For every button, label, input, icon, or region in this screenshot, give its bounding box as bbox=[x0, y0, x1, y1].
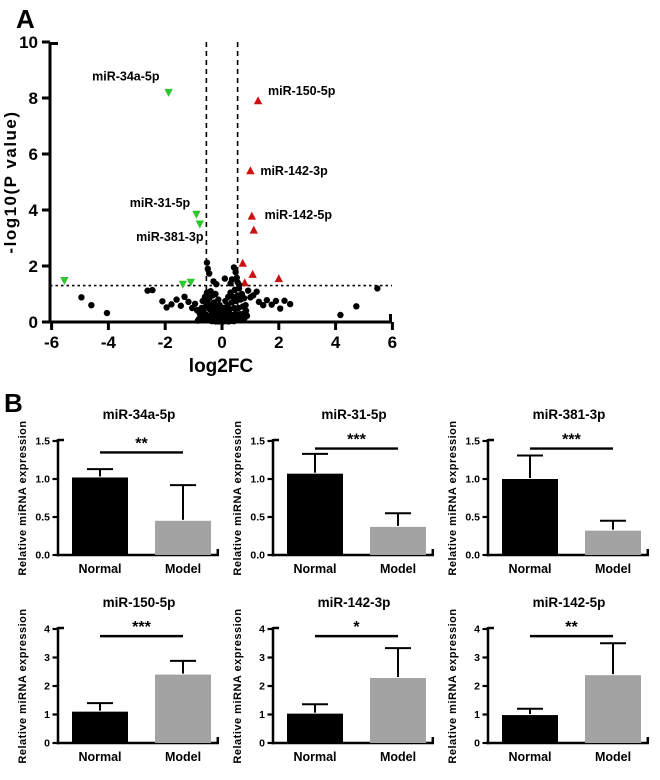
svg-text:2: 2 bbox=[44, 681, 50, 693]
panel-b-label: B bbox=[4, 388, 23, 418]
svg-text:-6: -6 bbox=[44, 333, 59, 352]
svg-text:8: 8 bbox=[29, 89, 38, 108]
svg-text:1.5: 1.5 bbox=[35, 436, 50, 448]
svg-text:Model: Model bbox=[165, 562, 201, 576]
svg-text:Normal: Normal bbox=[508, 562, 551, 576]
svg-text:Normal: Normal bbox=[508, 750, 551, 764]
svg-text:4: 4 bbox=[331, 333, 341, 352]
svg-text:0.5: 0.5 bbox=[35, 512, 50, 524]
svg-text:Relative miRNA expression: Relative miRNA expression bbox=[447, 608, 459, 763]
svg-text:Model: Model bbox=[165, 750, 201, 764]
svg-text:-log10(P value): -log10(P value) bbox=[1, 110, 20, 253]
svg-text:miR-34a-5p: miR-34a-5p bbox=[103, 407, 176, 422]
svg-text:miR-142-5p: miR-142-5p bbox=[265, 208, 333, 222]
svg-text:Relative miRNA expression: Relative miRNA expression bbox=[232, 420, 244, 575]
svg-text:1: 1 bbox=[259, 709, 265, 721]
svg-text:Normal: Normal bbox=[78, 750, 121, 764]
svg-text:3: 3 bbox=[44, 652, 50, 664]
bar-chart-mir-150-5p: miR-150-5p 0 1 2 3 4 Relative miRNA expression… bbox=[17, 595, 220, 764]
svg-text:Model: Model bbox=[380, 562, 416, 576]
svg-text:Normal: Normal bbox=[293, 750, 336, 764]
svg-text:1.0: 1.0 bbox=[35, 474, 50, 486]
svg-text:1.0: 1.0 bbox=[250, 474, 265, 486]
svg-text:3: 3 bbox=[259, 652, 265, 664]
bar-chart-mir-381-3p: miR-381-3p 0.0 0.5 1.0 1.5 Relative miRNA exp… bbox=[447, 407, 650, 576]
svg-text:2: 2 bbox=[29, 257, 38, 276]
svg-text:miR-34a-5p: miR-34a-5p bbox=[92, 70, 160, 84]
panel-a-label: A bbox=[16, 4, 35, 34]
svg-text:4: 4 bbox=[259, 624, 265, 636]
svg-text:2: 2 bbox=[274, 333, 283, 352]
svg-text:0.0: 0.0 bbox=[465, 550, 480, 562]
svg-text:1.5: 1.5 bbox=[465, 436, 480, 448]
svg-text:*: * bbox=[353, 619, 360, 636]
svg-text:0.0: 0.0 bbox=[250, 550, 265, 562]
svg-text:0: 0 bbox=[29, 313, 38, 332]
svg-text:0.0: 0.0 bbox=[35, 550, 50, 562]
svg-text:10: 10 bbox=[19, 33, 38, 52]
bar-chart-mir-31-5p: miR-31-5p 0.0 0.5 1.0 1.5 Relative miRNA expr… bbox=[232, 407, 435, 576]
svg-text:0: 0 bbox=[217, 333, 226, 352]
svg-text:1.0: 1.0 bbox=[465, 474, 480, 486]
svg-text:0.5: 0.5 bbox=[465, 512, 480, 524]
svg-text:0: 0 bbox=[474, 738, 480, 750]
svg-text:Model: Model bbox=[595, 750, 631, 764]
svg-text:6: 6 bbox=[388, 333, 397, 352]
svg-text:Relative miRNA expression: Relative miRNA expression bbox=[232, 608, 244, 763]
bar-chart-mir-142-5p: miR-142-5p 0 1 2 3 4 Relative miRNA expression… bbox=[447, 595, 650, 764]
svg-text:Relative miRNA expression: Relative miRNA expression bbox=[447, 420, 459, 575]
svg-text:***: *** bbox=[132, 619, 151, 636]
svg-text:miR-142-3p: miR-142-3p bbox=[318, 595, 391, 610]
svg-text:log2FC: log2FC bbox=[189, 356, 254, 377]
bar-chart-grid: miR-34a-5p 0.0 0.5 1.0 1.5 Relative miRNA exp… bbox=[14, 403, 659, 779]
svg-text:miR-150-5p: miR-150-5p bbox=[268, 84, 336, 98]
svg-text:Normal: Normal bbox=[78, 562, 121, 576]
svg-text:4: 4 bbox=[29, 201, 39, 220]
svg-text:6: 6 bbox=[29, 145, 38, 164]
svg-text:-4: -4 bbox=[101, 333, 117, 352]
svg-text:**: ** bbox=[565, 619, 578, 636]
svg-text:1: 1 bbox=[474, 709, 480, 721]
svg-text:miR-31-5p: miR-31-5p bbox=[130, 196, 191, 210]
svg-text:1.5: 1.5 bbox=[250, 436, 265, 448]
svg-text:Relative miRNA expression: Relative miRNA expression bbox=[17, 420, 29, 575]
svg-text:***: *** bbox=[347, 432, 366, 449]
svg-text:miR-150-5p: miR-150-5p bbox=[103, 595, 176, 610]
svg-text:miR-381-3p: miR-381-3p bbox=[136, 230, 204, 244]
svg-text:Relative miRNA expression: Relative miRNA expression bbox=[17, 608, 29, 763]
svg-text:miR-31-5p: miR-31-5p bbox=[321, 407, 386, 422]
bar-chart-mir-142-3p: miR-142-3p 0 1 2 3 4 Relative miRNA expression… bbox=[232, 595, 435, 764]
svg-text:miR-381-3p: miR-381-3p bbox=[533, 407, 606, 422]
svg-text:2: 2 bbox=[474, 681, 480, 693]
volcano-plot: -6 -4 -2 0 2 4 6 0 2 4 6 8 10 log2FC -log10(P value) mi… bbox=[1, 33, 397, 377]
svg-text:2: 2 bbox=[259, 681, 265, 693]
svg-text:***: *** bbox=[562, 432, 581, 449]
svg-text:4: 4 bbox=[44, 624, 50, 636]
svg-text:miR-142-5p: miR-142-5p bbox=[533, 595, 606, 610]
svg-text:3: 3 bbox=[474, 652, 480, 664]
bar-chart-mir-34a-5p: miR-34a-5p 0.0 0.5 1.0 1.5 Relative miRNA exp… bbox=[17, 407, 220, 576]
svg-text:4: 4 bbox=[474, 624, 480, 636]
svg-text:**: ** bbox=[135, 435, 148, 452]
svg-text:Normal: Normal bbox=[293, 562, 336, 576]
svg-text:0: 0 bbox=[259, 738, 265, 750]
svg-text:Model: Model bbox=[595, 562, 631, 576]
svg-text:0.5: 0.5 bbox=[250, 512, 265, 524]
svg-text:-2: -2 bbox=[158, 333, 173, 352]
svg-text:1: 1 bbox=[44, 709, 50, 721]
svg-text:0: 0 bbox=[44, 738, 50, 750]
svg-text:miR-142-3p: miR-142-3p bbox=[260, 164, 328, 178]
svg-text:Model: Model bbox=[380, 750, 416, 764]
